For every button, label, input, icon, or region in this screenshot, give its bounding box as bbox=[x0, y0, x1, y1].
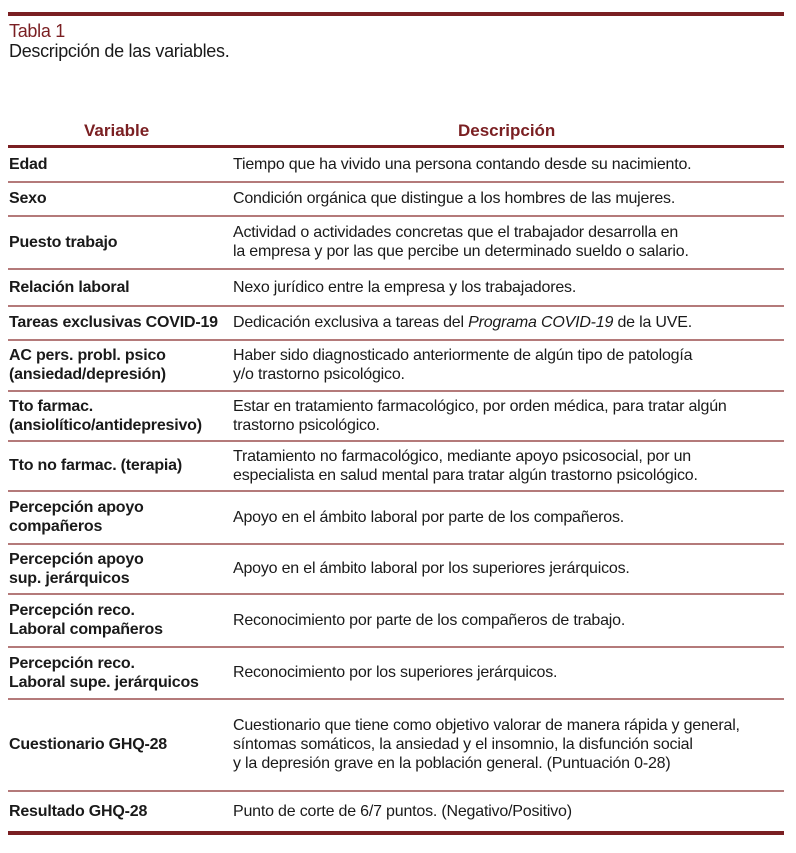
table-row: Puesto trabajo Actividad o actividades co… bbox=[8, 215, 784, 270]
variable-cell: Sexo bbox=[8, 181, 233, 217]
header-variable: Variable bbox=[8, 110, 233, 148]
variable-text: Tto farmac. bbox=[9, 397, 94, 415]
header-descripcion: Descripción bbox=[233, 110, 784, 148]
description-cell: Haber sido diagnosticado anteriormente d… bbox=[233, 339, 784, 392]
table-row: Percepción reco. Laboral supe. jerárquico… bbox=[8, 646, 784, 700]
description-text: Cuestionario que tiene como objetivo val… bbox=[233, 717, 740, 734]
description-cell: Condición orgánica que distingue a los h… bbox=[233, 181, 784, 217]
table-label: Tabla 1 bbox=[9, 21, 65, 41]
header-row: Variable Descripción bbox=[8, 110, 784, 148]
table-row: Percepción reco. Laboral compañeros Recono… bbox=[8, 593, 784, 648]
description-text: Reconocimiento por parte de los compañer… bbox=[233, 611, 626, 629]
variable-text: Laboral supe. jerárquicos bbox=[9, 673, 199, 691]
description-text: Actividad o actividades concretas que el… bbox=[233, 224, 679, 241]
description-text: Apoyo en el ámbito laboral por parte de … bbox=[233, 508, 625, 526]
variable-text: Sexo bbox=[9, 190, 47, 207]
description-cell: Apoyo en el ámbito laboral por los super… bbox=[233, 543, 784, 595]
variable-cell: Percepción apoyo compañeros bbox=[8, 490, 233, 545]
variable-cell: Tto farmac. (ansiolítico/antidepresivo) bbox=[8, 390, 233, 442]
description-text: y la depresión grave en la población gen… bbox=[233, 755, 671, 772]
description-cell: Dedicación exclusiva a tareas del Progra… bbox=[233, 305, 784, 341]
table-row: Percepción apoyo compañeros Apoyo en el ám… bbox=[8, 490, 784, 545]
variable-cell: Percepción reco. Laboral supe. jerárquico… bbox=[8, 646, 233, 700]
description-text: y/o trastorno psicológico. bbox=[233, 366, 405, 383]
description-italic-text: Programa COVID-19 bbox=[468, 314, 614, 331]
variable-text: AC pers. probl. psico bbox=[9, 347, 166, 364]
variable-text: Cuestionario GHQ-28 bbox=[9, 736, 168, 753]
variable-cell: Edad bbox=[8, 146, 233, 183]
description-text: Haber sido diagnosticado anteriormente d… bbox=[233, 347, 693, 364]
variable-text: Resultado GHQ-28 bbox=[9, 802, 148, 820]
variable-text: Percepción apoyo bbox=[9, 499, 144, 516]
description-text: trastorno psicológico. bbox=[233, 416, 380, 434]
table-row: Tto no farmac. (terapia) Tratamiento no f… bbox=[8, 440, 784, 492]
table-row: Sexo Condición orgánica que distingue a l… bbox=[8, 181, 784, 217]
description-cell: Punto de corte de 6/7 puntos. (Negativo/… bbox=[233, 790, 784, 835]
description-text: Reconocimiento por los superiores jerárq… bbox=[233, 664, 558, 681]
variable-text: Percepción reco. bbox=[9, 654, 135, 672]
variable-text: Edad bbox=[9, 155, 48, 173]
description-text: Tiempo que ha vivido una persona contand… bbox=[233, 155, 692, 173]
variable-text: Percepción apoyo bbox=[9, 550, 144, 568]
description-cell: Reconocimiento por los superiores jerárq… bbox=[233, 646, 784, 700]
table-title: Descripción de las variables. bbox=[9, 41, 230, 61]
table-row: Relación laboral Nexo jurídico entre la e… bbox=[8, 268, 784, 307]
variable-text: (ansiolítico/antidepresivo) bbox=[9, 416, 202, 434]
variable-text: Puesto trabajo bbox=[9, 233, 118, 251]
table-row: Tareas exclusivas COVID-19 Dedicación exc… bbox=[8, 305, 784, 341]
variable-cell: Percepción apoyo sup. jerárquicos bbox=[8, 543, 233, 595]
description-text: Condición orgánica que distingue a los h… bbox=[233, 190, 676, 207]
variable-cell: Tareas exclusivas COVID-19 bbox=[8, 305, 233, 341]
description-cell: Apoyo en el ámbito laboral por parte de … bbox=[233, 490, 784, 545]
description-cell: Estar en tratamiento farmacológico, por … bbox=[233, 390, 784, 442]
variable-text: Relación laboral bbox=[9, 278, 130, 296]
description-cell: Tratamiento no farmacológico, mediante a… bbox=[233, 440, 784, 492]
table-row: Resultado GHQ-28 Punto de corte de 6/7 pu… bbox=[8, 790, 784, 835]
description-text: Nexo jurídico entre la empresa y los tra… bbox=[233, 278, 577, 296]
description-text: de la UVE. bbox=[613, 314, 692, 331]
variable-cell: Resultado GHQ-28 bbox=[8, 790, 233, 835]
description-text: Apoyo en el ámbito laboral por los super… bbox=[233, 560, 630, 577]
description-cell: Nexo jurídico entre la empresa y los tra… bbox=[233, 268, 784, 307]
variable-cell: Relación laboral bbox=[8, 268, 233, 307]
table-row: AC pers. probl. psico (ansiedad/depresión… bbox=[8, 339, 784, 392]
variables-table: Variable Descripción Edad Tiempo que ha v… bbox=[8, 110, 784, 835]
variable-text: Tareas exclusivas COVID-19 bbox=[9, 314, 218, 331]
variable-cell: AC pers. probl. psico (ansiedad/depresión… bbox=[8, 339, 233, 392]
variable-text: sup. jerárquicos bbox=[9, 569, 130, 587]
top-rule bbox=[8, 12, 784, 16]
description-text: Punto de corte de 6/7 puntos. (Negativo/… bbox=[233, 802, 572, 820]
description-cell: Reconocimiento por parte de los compañer… bbox=[233, 593, 784, 648]
description-text: especialista en salud mental para tratar… bbox=[233, 466, 698, 484]
variable-cell: Puesto trabajo bbox=[8, 215, 233, 270]
table-row: Tto farmac. (ansiolítico/antidepresivo) Es… bbox=[8, 390, 784, 442]
table-row: Percepción apoyo sup. jerárquicos Apoyo en… bbox=[8, 543, 784, 595]
description-cell: Actividad o actividades concretas que el… bbox=[233, 215, 784, 270]
description-cell: Cuestionario que tiene como objetivo val… bbox=[233, 698, 784, 792]
description-text: síntomas somáticos, la ansiedad y el ins… bbox=[233, 736, 693, 753]
variable-cell: Cuestionario GHQ-28 bbox=[8, 698, 233, 792]
variable-text: Laboral compañeros bbox=[9, 621, 163, 638]
table-row: Cuestionario GHQ-28 Cuestionario que tien… bbox=[8, 698, 784, 792]
variable-cell: Tto no farmac. (terapia) bbox=[8, 440, 233, 492]
variable-text: Tto no farmac. (terapia) bbox=[9, 457, 183, 474]
description-cell: Tiempo que ha vivido una persona contand… bbox=[233, 146, 784, 183]
description-text: Dedicación exclusiva a tareas del bbox=[233, 314, 469, 331]
description-text: Estar en tratamiento farmacológico, por … bbox=[233, 397, 727, 415]
description-text: Tratamiento no farmacológico, mediante a… bbox=[233, 447, 691, 465]
table-row: Edad Tiempo que ha vivido una persona con… bbox=[8, 146, 784, 183]
variable-cell: Percepción reco. Laboral compañeros bbox=[8, 593, 233, 648]
variable-text: Percepción reco. bbox=[9, 602, 135, 619]
description-text: la empresa y por las que percibe un dete… bbox=[233, 243, 689, 260]
variable-text: compañeros bbox=[9, 518, 103, 535]
variable-text: (ansiedad/depresión) bbox=[9, 366, 166, 383]
